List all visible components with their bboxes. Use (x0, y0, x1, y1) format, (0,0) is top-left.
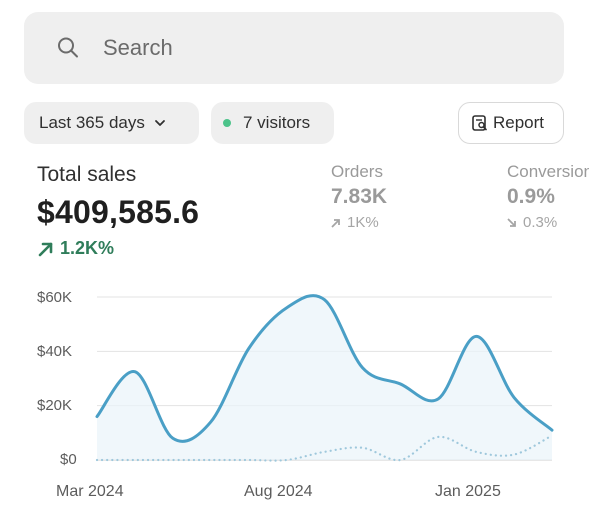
report-icon (472, 115, 487, 131)
total-sales-delta-value: 1.2K% (60, 238, 115, 258)
orders-label: Orders (331, 162, 383, 181)
y-tick-label: $60K (37, 289, 73, 306)
visitors-label: 7 visitors (243, 113, 311, 132)
search-bar[interactable]: Search (24, 12, 564, 84)
search-icon (56, 36, 80, 65)
visitors-badge[interactable]: 7 visitors (211, 102, 334, 144)
y-tick-label: $40K (37, 343, 73, 360)
total-sales-label: Total sales (37, 163, 137, 186)
total-sales-delta: 1.2K% (37, 238, 114, 259)
date-range-dropdown[interactable]: Last 365 days (24, 102, 199, 144)
search-placeholder: Search (103, 35, 173, 60)
x-tick-label: Mar 2024 (56, 483, 124, 500)
sales-area-fill (97, 295, 552, 460)
conversion-value: 0.9% (507, 185, 555, 208)
live-dot-icon (223, 119, 231, 127)
y-tick-label: $0 (60, 451, 77, 468)
conversion-delta: 0.3% (506, 214, 557, 231)
conversion-label: Conversion (507, 162, 589, 181)
y-tick-label: $20K (37, 397, 73, 414)
x-tick-label: Jan 2025 (435, 483, 501, 500)
x-tick-label: Aug 2024 (244, 483, 313, 500)
conversion-delta-value: 0.3% (523, 214, 558, 231)
report-button[interactable]: Report (458, 102, 564, 144)
arrow-up-right-icon (331, 218, 340, 228)
chevron-down-icon (153, 116, 167, 130)
orders-delta-value: 1K% (347, 214, 379, 231)
date-range-label: Last 365 days (39, 113, 145, 132)
comparison-series-line (95, 434, 554, 462)
arrow-down-right-icon (507, 217, 516, 227)
total-sales-value: $409,585.6 (37, 194, 200, 230)
sales-series-line (95, 294, 554, 443)
report-label: Report (493, 113, 545, 132)
orders-value: 7.83K (331, 185, 388, 208)
arrow-up-right-icon (38, 242, 53, 256)
orders-delta: 1K% (330, 214, 379, 231)
